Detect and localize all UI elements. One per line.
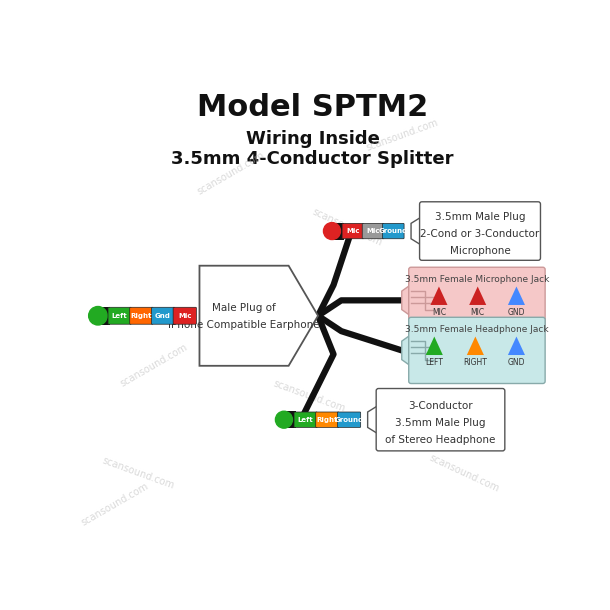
Bar	[282, 411, 296, 428]
FancyBboxPatch shape	[362, 223, 384, 239]
Polygon shape	[402, 284, 412, 317]
Text: Microphone: Microphone	[450, 246, 511, 256]
Text: Left: Left	[112, 313, 127, 319]
Polygon shape	[467, 337, 484, 355]
Text: Wiring Inside: Wiring Inside	[246, 130, 379, 148]
Polygon shape	[508, 287, 525, 305]
Text: scansound.com: scansound.com	[271, 379, 346, 414]
Text: 3.5mm Male Plug: 3.5mm Male Plug	[435, 212, 525, 222]
Circle shape	[276, 411, 292, 428]
Text: LEFT: LEFT	[425, 358, 443, 367]
Text: Gnd: Gnd	[155, 313, 171, 319]
FancyBboxPatch shape	[382, 223, 404, 239]
Polygon shape	[368, 404, 380, 435]
Polygon shape	[431, 287, 448, 305]
Text: GND: GND	[508, 308, 525, 317]
Text: Ground: Ground	[334, 417, 364, 423]
Bar	[331, 223, 345, 240]
Text: scansound.com: scansound.com	[101, 456, 176, 491]
Text: of Stereo Headphone: of Stereo Headphone	[386, 435, 496, 445]
Text: Mic: Mic	[346, 228, 360, 234]
Text: Model SPTM2: Model SPTM2	[197, 93, 428, 123]
Text: 3.5mm 4-Conductor Splitter: 3.5mm 4-Conductor Splitter	[171, 151, 454, 168]
Text: 3.5mm Female Microphone Jack: 3.5mm Female Microphone Jack	[405, 275, 549, 284]
Polygon shape	[402, 334, 412, 367]
Text: 3-Conductor: 3-Conductor	[408, 401, 473, 411]
Text: MIC: MIC	[432, 308, 446, 317]
FancyBboxPatch shape	[294, 412, 317, 428]
Text: Mic: Mic	[367, 228, 380, 234]
Text: Ground: Ground	[379, 228, 408, 234]
Text: RIGHT: RIGHT	[464, 358, 487, 367]
Polygon shape	[469, 287, 486, 305]
Text: GND: GND	[508, 358, 525, 367]
Text: Mic: Mic	[178, 313, 192, 319]
Text: Right: Right	[131, 313, 152, 319]
Bar	[96, 306, 110, 325]
Text: scansound.com: scansound.com	[311, 207, 384, 248]
Text: Male Plug of: Male Plug of	[212, 303, 276, 313]
Polygon shape	[426, 337, 443, 355]
Text: MIC: MIC	[471, 308, 485, 317]
Text: scansound.com: scansound.com	[196, 150, 267, 196]
Text: scansound.com: scansound.com	[412, 284, 485, 325]
Text: 2-Cond or 3-Conductor: 2-Cond or 3-Conductor	[420, 229, 540, 239]
Circle shape	[323, 223, 340, 240]
FancyBboxPatch shape	[409, 267, 545, 334]
FancyBboxPatch shape	[173, 307, 196, 325]
Text: 3.5mm Female Headphone Jack: 3.5mm Female Headphone Jack	[405, 325, 549, 334]
FancyBboxPatch shape	[151, 307, 174, 325]
FancyBboxPatch shape	[337, 412, 361, 428]
Circle shape	[88, 306, 107, 325]
Text: scansound.com: scansound.com	[364, 117, 439, 152]
Polygon shape	[508, 337, 525, 355]
FancyBboxPatch shape	[342, 223, 364, 239]
FancyBboxPatch shape	[420, 202, 540, 260]
FancyBboxPatch shape	[130, 307, 153, 325]
Text: 3.5mm Male Plug: 3.5mm Male Plug	[395, 418, 486, 428]
Text: iPhone Compatible Earphone: iPhone Compatible Earphone	[168, 320, 320, 330]
FancyBboxPatch shape	[316, 412, 339, 428]
Polygon shape	[411, 216, 423, 246]
Text: scansound.com: scansound.com	[427, 453, 500, 494]
FancyBboxPatch shape	[376, 389, 505, 451]
FancyBboxPatch shape	[409, 317, 545, 384]
Polygon shape	[199, 266, 318, 366]
Text: Right: Right	[317, 417, 338, 423]
Text: Left: Left	[298, 417, 314, 423]
Text: scansound.com: scansound.com	[118, 342, 189, 389]
FancyBboxPatch shape	[108, 307, 131, 325]
Text: scansound.com: scansound.com	[79, 481, 151, 528]
